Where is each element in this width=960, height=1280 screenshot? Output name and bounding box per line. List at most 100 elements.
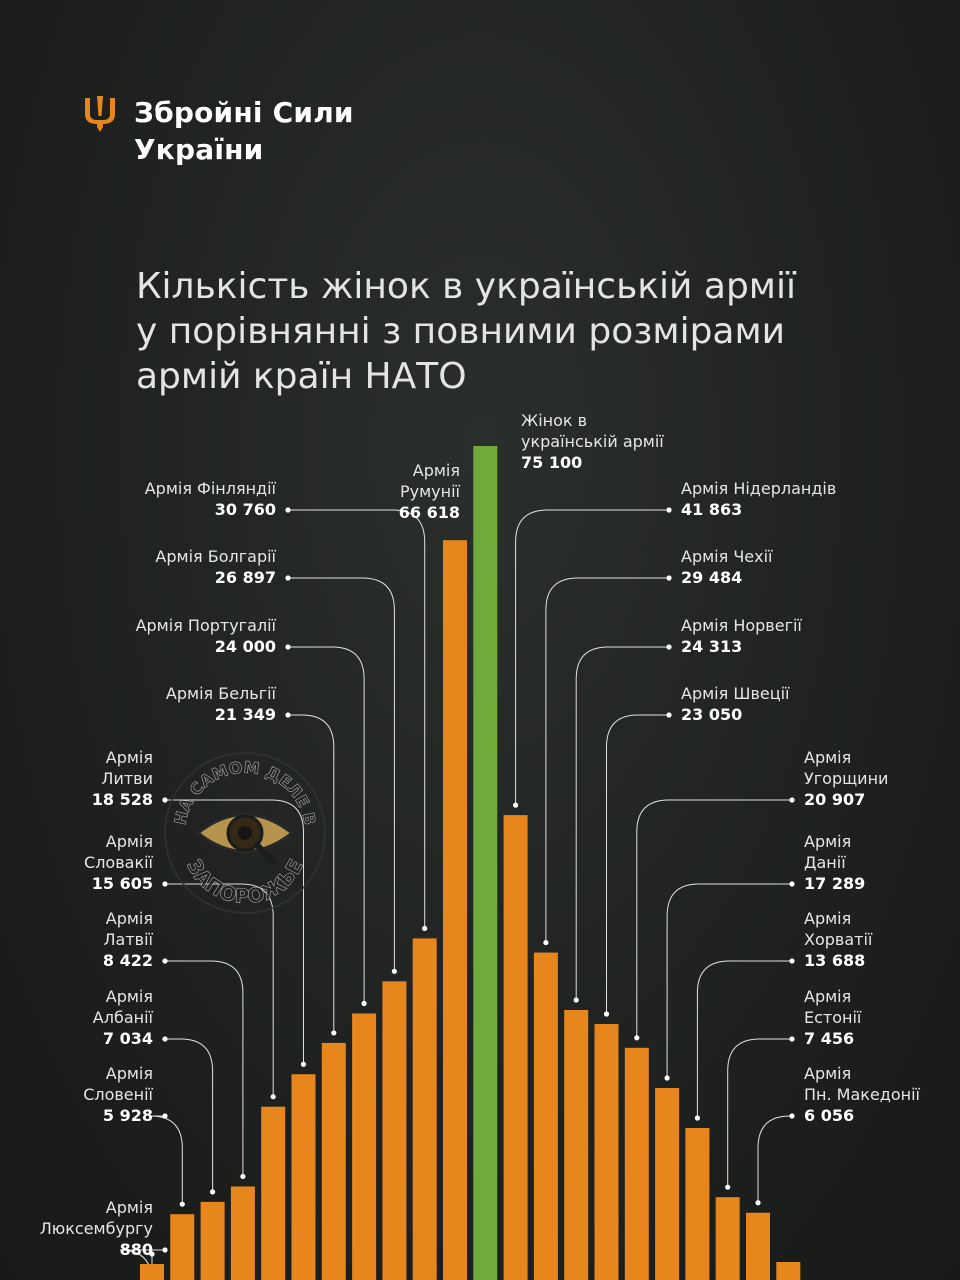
bar [715,1197,740,1280]
leader-lines-group [119,507,795,1280]
bar-label: Естонії [804,1008,862,1027]
value-label: 24 313 [681,637,742,656]
chart-title-line3: армій країн НАТО [136,356,467,397]
leader-dot [543,939,549,946]
leader-dot [285,712,291,718]
value-label: 13 688 [804,951,865,970]
bar-label: Армія Болгарії [155,547,276,566]
bar-label: Армія [804,909,851,928]
bar-label: Армія [804,987,851,1006]
bar-label: Армія Чехії [681,547,773,566]
leader-dot [210,1189,216,1195]
leader-dot [162,1036,168,1042]
leader-dot [162,1247,168,1253]
watermark-stamp: НА САМОМ ДЕЛЕ В ЗАПОРОЖЬЕ [164,752,326,914]
leader-line [288,714,335,1033]
leader-line [727,1038,792,1188]
bar [261,1106,286,1280]
value-label: 20 907 [804,790,865,809]
value-label: 75 100 [521,453,582,472]
chart-title-line1: Кількість жінок в українській армії [136,266,796,307]
value-label: 29 484 [681,568,742,587]
bar-label: Армія [106,909,153,928]
leader-dot [666,644,672,650]
leader-dot [391,968,397,974]
leader-line [165,883,274,1097]
leader-dot [422,925,428,932]
leader-line [666,883,792,1078]
leader-dot [240,1173,246,1180]
bar [291,1074,316,1280]
brand: Збройні Сили України [84,94,354,168]
bar [200,1201,225,1280]
bar [230,1186,255,1280]
leader-dot [789,797,795,803]
bar-label: Армія Норвегії [681,616,802,635]
bar-label: Литви [101,769,153,788]
value-label: 21 349 [215,705,276,724]
value-label: 30 760 [215,500,276,519]
bar [594,1024,619,1280]
value-label: 7 034 [103,1029,153,1048]
labels-group: Армія Люксембургу 880 Армія Словенії 5 928 Арм… [40,411,921,1259]
leader-line [165,1038,214,1192]
bar [776,1262,801,1280]
bar-label: Армія [106,1064,153,1083]
bar-label: Армія Швеції [681,684,790,703]
trident-icon [85,96,115,132]
bar-label: Пн. Македонії [804,1085,921,1104]
leader-dot [755,1200,761,1206]
chart-title-line2: у порівнянні з повними розмірами [136,311,786,352]
leader-dot [664,1075,670,1081]
bar-label: Люксембургу [40,1219,153,1238]
bar-label: Хорватії [804,930,873,949]
leader-line [165,960,244,1177]
bar [655,1088,680,1280]
bar-label: Словакії [84,853,154,872]
leader-dot [162,797,168,803]
chart-title: Кількість жінок в українській армії у по… [136,264,936,399]
leader-dot [162,958,168,964]
leader-dot [285,507,291,513]
leader-line [165,799,304,1065]
bar [503,815,528,1280]
value-label: 17 289 [804,874,865,893]
value-label: 880 [120,1240,153,1259]
bar-label: Румунії [400,482,461,501]
value-label: 7 456 [804,1029,854,1048]
leader-dot [179,1201,185,1207]
leader-dot [285,644,291,650]
leader-dot [666,507,672,513]
value-label: 24 000 [215,637,276,656]
bar-label: Армія [106,987,153,1006]
bar-label: Жінок в [521,411,587,430]
bar-label: Угорщини [804,769,888,788]
leader-dot [361,1000,367,1007]
bar-label: Армія Фінляндії [145,479,277,498]
value-label: 23 050 [681,705,742,724]
bar-label: Латвії [104,930,154,949]
leader-dot [331,1030,337,1036]
bar-label: Данії [804,853,846,872]
leader-dot [694,1115,701,1121]
bar-label: Армія [804,748,851,767]
bar [140,1264,164,1280]
bar-label: Армія Бельгії [166,684,277,703]
organization-name: Збройні Сили України [134,94,354,168]
value-label: 6 056 [804,1106,854,1125]
bar-label: Армія [106,832,153,851]
value-label: 5 928 [103,1106,153,1125]
bars-group [140,446,801,1280]
leader-dot [666,712,672,718]
value-label: 66 618 [399,503,460,522]
value-label: 18 528 [92,790,153,809]
leader-line [575,646,669,1000]
bar [746,1212,770,1280]
bar-label: Армія [106,748,153,767]
leader-line [696,960,792,1118]
leader-dot [666,575,672,581]
leader-dot [789,881,795,887]
leader-line [288,577,395,972]
bar-label: Армія Португалії [136,616,277,635]
